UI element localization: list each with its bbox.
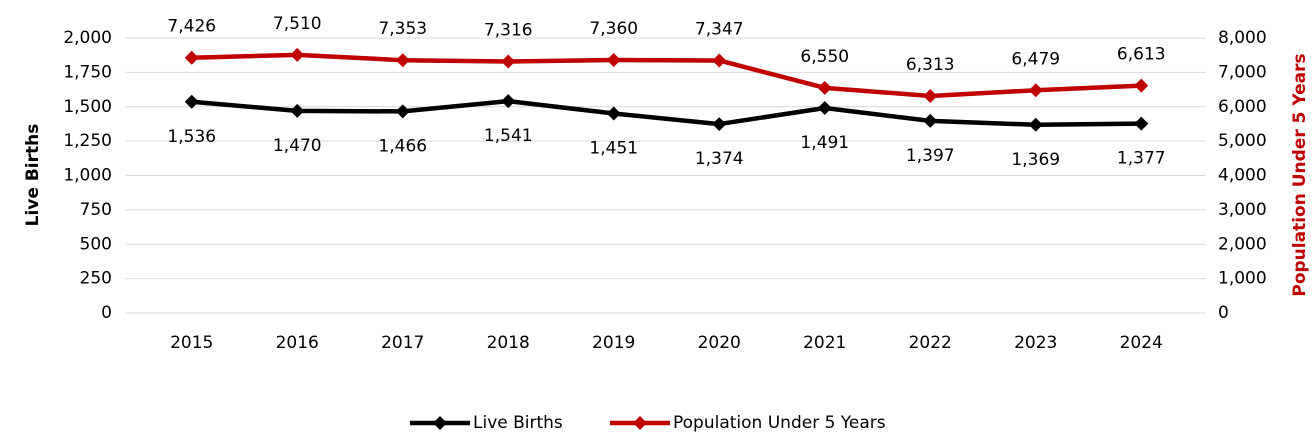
point-marker [923, 113, 938, 128]
y2-tick-label: 7,000 [1218, 62, 1267, 82]
point-marker [1028, 117, 1043, 132]
x-tick-label: 2015 [170, 333, 213, 353]
y-tick-label: 0 [101, 303, 112, 323]
point-marker [1134, 116, 1149, 131]
point-marker [184, 94, 199, 109]
y2-tick-label: 6,000 [1218, 97, 1267, 117]
point-marker [501, 94, 516, 109]
data-label: 7,316 [484, 21, 533, 41]
point-marker [712, 117, 727, 132]
data-label: 6,313 [906, 55, 955, 75]
y-tick-label: 1,250 [63, 131, 112, 151]
data-label: 7,347 [695, 19, 744, 39]
y2-tick-label: 2,000 [1218, 234, 1267, 254]
data-label: 6,550 [800, 47, 849, 67]
y2-tick-label: 3,000 [1218, 200, 1267, 220]
y-tick-label: 500 [80, 234, 112, 254]
data-label: 1,470 [273, 136, 322, 156]
legend-marker [633, 416, 647, 430]
point-marker [395, 104, 410, 119]
legend-label: Live Births [473, 413, 563, 433]
x-tick-label: 2020 [698, 333, 741, 353]
y-axis-title: Live Births [23, 124, 43, 227]
point-marker [606, 106, 621, 121]
y-tick-label: 1,750 [63, 62, 112, 82]
point-marker [501, 54, 516, 69]
series-line [191, 52, 1142, 99]
y2-tick-label: 5,000 [1218, 131, 1267, 151]
y2-axis-title: Population Under 5 Years [1290, 53, 1310, 296]
point-marker [1028, 83, 1043, 98]
y2-tick-label: 4,000 [1218, 166, 1267, 186]
x-tick-label: 2019 [592, 333, 635, 353]
point-marker [395, 53, 410, 68]
x-tick-label: 2023 [1014, 333, 1057, 353]
x-tick-label: 2024 [1120, 333, 1163, 353]
x-tick-label: 2021 [803, 333, 846, 353]
legend-label: Population Under 5 Years [673, 413, 886, 433]
data-label: 7,426 [167, 17, 216, 37]
x-tick-label: 2016 [276, 333, 319, 353]
point-marker [606, 53, 621, 67]
point-marker [817, 100, 832, 115]
point-marker [290, 47, 305, 62]
data-label: 6,479 [1011, 49, 1060, 69]
y-tick-label: 750 [80, 200, 112, 220]
data-label: 1,491 [800, 133, 849, 153]
point-marker [817, 80, 832, 95]
data-label: 1,397 [906, 146, 955, 166]
point-marker [712, 53, 727, 68]
data-label: 1,374 [695, 149, 744, 169]
data-label: 7,360 [589, 19, 638, 39]
y-tick-label: 250 [80, 269, 112, 289]
point-marker [290, 103, 305, 118]
x-tick-label: 2017 [381, 333, 424, 353]
x-tick-label: 2022 [909, 333, 952, 353]
data-label: 1,466 [378, 136, 427, 156]
y-tick-label: 2,000 [63, 28, 112, 48]
data-label: 6,613 [1117, 45, 1166, 65]
y2-tick-label: 1,000 [1218, 269, 1267, 289]
series-line [191, 98, 1142, 128]
data-label: 1,369 [1011, 150, 1060, 170]
y-tick-label: 1,000 [63, 166, 112, 186]
point-marker [184, 50, 199, 65]
y2-tick-label: 8,000 [1218, 28, 1267, 48]
data-label: 1,541 [484, 126, 533, 146]
data-label: 1,377 [1117, 149, 1166, 169]
y-tick-label: 1,500 [63, 97, 112, 117]
x-tick-label: 2018 [487, 333, 530, 353]
point-marker [1134, 78, 1149, 93]
data-label: 1,536 [167, 127, 216, 147]
data-label: 7,510 [273, 14, 322, 34]
y2-tick-label: 0 [1218, 303, 1229, 323]
legend-marker [433, 416, 447, 430]
data-label: 7,353 [378, 19, 427, 39]
point-marker [923, 88, 938, 103]
data-label: 1,451 [589, 138, 638, 158]
